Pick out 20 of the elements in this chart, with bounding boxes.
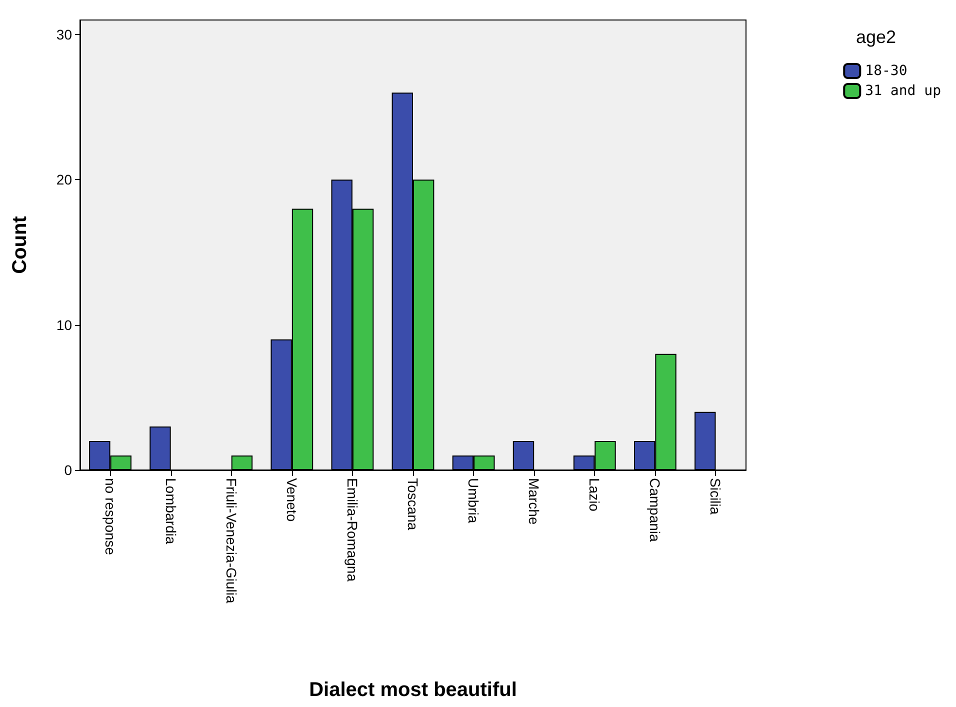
x-tick-label: Marche (526, 478, 542, 525)
legend-label: 31 and up (865, 83, 941, 99)
x-tick-label: Friuli-Venezia-Giulia (223, 478, 240, 604)
x-tick-label: Toscana (405, 478, 421, 530)
x-axis-title: Dialect most beautiful (309, 679, 517, 701)
x-tick-label: Lazio (586, 478, 603, 512)
y-tick-label: 10 (56, 316, 72, 333)
y-tick-label: 20 (56, 172, 72, 188)
y-tick-label: 30 (56, 26, 72, 43)
legend-title: age2 (856, 27, 896, 47)
x-tick-label: Veneto (284, 478, 300, 522)
y-axis-title: Count (9, 216, 31, 274)
x-tick-label: Umbria (466, 478, 482, 524)
x-tick-label: Lombardia (162, 478, 179, 544)
x-tick-label: Campania (647, 478, 664, 542)
x-tick-label: Emilia-Romagna (344, 478, 360, 582)
x-tick-label: no response (102, 478, 118, 556)
legend-label: 18-30 (865, 63, 908, 79)
x-tick-label: Sicilia (708, 478, 724, 515)
y-tick-label: 0 (64, 462, 72, 478)
